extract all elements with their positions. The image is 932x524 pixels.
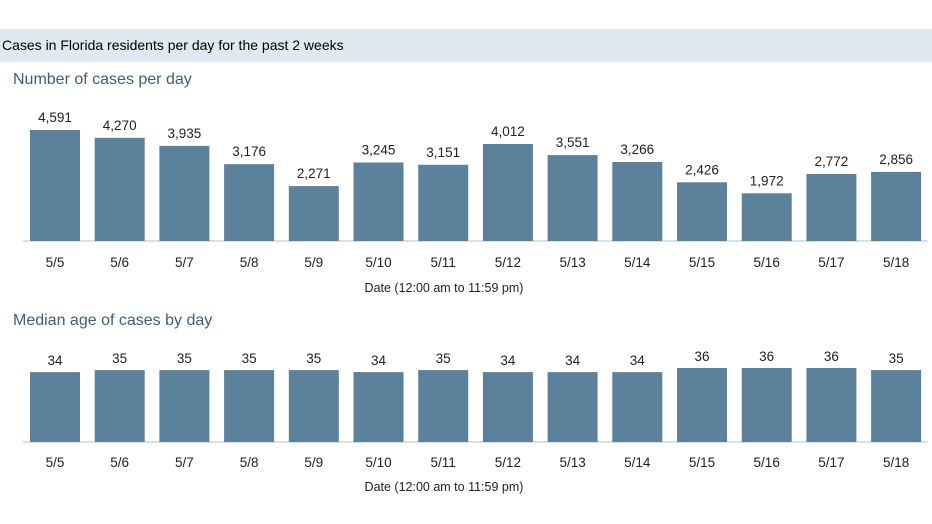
median-age-x-tick-label: 5/16	[754, 455, 780, 470]
cases-data-label: 4,012	[491, 124, 525, 139]
cases-data-label: 4,270	[103, 118, 137, 133]
chart-title-cases: Number of cases per day	[13, 71, 192, 88]
cases-x-tick-label: 5/6	[110, 255, 129, 270]
median-age-bar	[482, 372, 533, 442]
cases-x-tick-label: 5/9	[304, 255, 323, 270]
median-age-x-tick-label: 5/6	[110, 455, 129, 470]
median-age-x-tick-label: 5/11	[431, 455, 456, 470]
cases-x-tick-label: 5/18	[883, 255, 909, 270]
median-age-bar	[677, 368, 727, 442]
cases-x-tick-label: 5/10	[365, 255, 391, 270]
median-age-bar	[806, 368, 857, 442]
cases-data-label: 3,245	[362, 143, 396, 158]
cases-x-tick-label: 5/7	[175, 255, 194, 270]
median-age-x-axis-label: Date (12:00 am to 11:59 pm)	[365, 480, 524, 494]
cases-x-tick-label: 5/13	[559, 255, 585, 270]
median-age-x-tick-label: 5/17	[818, 455, 844, 470]
median-age-data-label: 35	[306, 351, 321, 366]
cases-data-label: 2,856	[879, 152, 913, 167]
median-age-bar	[418, 370, 469, 442]
median-age-bar	[288, 370, 339, 442]
cases-data-label: 1,972	[750, 173, 784, 188]
cases-bar	[677, 182, 727, 241]
cases-data-label: 2,271	[297, 166, 331, 181]
cases-x-tick-label: 5/16	[754, 255, 780, 270]
median-age-data-label: 36	[694, 349, 709, 364]
median-age-data-label: 36	[824, 349, 839, 364]
cases-data-label: 2,772	[815, 154, 849, 169]
median-age-bar	[94, 370, 145, 442]
median-age-data-label: 35	[436, 351, 451, 366]
cases-x-tick-label: 5/11	[431, 255, 456, 270]
cases-bar	[30, 130, 80, 241]
cases-x-tick-label: 5/15	[689, 255, 715, 270]
median-age-x-tick-label: 5/7	[175, 455, 194, 470]
cases-data-label: 2,426	[685, 162, 719, 177]
cases-data-label: 3,176	[232, 144, 266, 159]
cases-bar	[741, 193, 792, 241]
median-age-bar	[30, 372, 80, 442]
median-age-x-tick-label: 5/8	[240, 455, 259, 470]
median-age-data-label: 34	[565, 353, 581, 368]
cases-x-tick-label: 5/14	[624, 255, 651, 270]
median-age-data-label: 34	[47, 353, 63, 368]
cases-data-label: 3,935	[168, 126, 202, 141]
cases-data-label: 4,591	[38, 110, 72, 125]
cases-bar	[612, 162, 663, 241]
cases-bar	[94, 137, 145, 241]
median-age-data-label: 35	[112, 351, 127, 366]
median-age-data-label: 36	[759, 349, 774, 364]
header-bar: Cases in Florida residents per day for t…	[0, 29, 932, 62]
median-age-bar	[159, 370, 210, 442]
median-age-x-tick-label: 5/12	[495, 455, 521, 470]
cases-bar	[353, 162, 404, 241]
cases-bar	[224, 164, 275, 241]
median-age-bar	[353, 372, 404, 442]
cases-data-label: 3,551	[556, 135, 590, 150]
cases-x-tick-label: 5/17	[818, 255, 844, 270]
median-age-x-tick-label: 5/5	[46, 455, 65, 470]
median-age-data-label: 35	[242, 351, 257, 366]
median-age-bar	[547, 372, 598, 442]
median-age-x-tick-label: 5/10	[365, 455, 391, 470]
cases-data-label: 3,151	[426, 145, 460, 160]
cases-x-tick-label: 5/5	[46, 255, 65, 270]
median-age-bar	[741, 368, 792, 442]
page-title: Cases in Florida residents per day for t…	[2, 37, 344, 53]
median-age-data-label: 35	[177, 351, 192, 366]
cases-data-label: 3,266	[620, 142, 654, 157]
cases-bar	[547, 155, 598, 241]
cases-bar	[871, 171, 922, 241]
median-age-data-label: 34	[500, 353, 516, 368]
median-age-data-label: 34	[371, 353, 387, 368]
median-age-x-tick-label: 5/14	[624, 455, 651, 470]
median-age-bar	[871, 370, 922, 442]
cases-bar	[159, 145, 210, 241]
cases-x-tick-label: 5/8	[240, 255, 259, 270]
chart-title-median-age: Median age of cases by day	[13, 312, 213, 329]
cases-bar-chart: 4,591 5/5 4,270 5/6 3,935 5/7 3,176 5/8 2,271 5/9…	[23, 110, 928, 295]
median-age-x-tick-label: 5/15	[689, 455, 715, 470]
cases-bar	[418, 164, 469, 241]
median-age-x-tick-label: 5/9	[304, 455, 323, 470]
cases-x-tick-label: 5/12	[495, 255, 521, 270]
cases-bar	[288, 186, 339, 241]
median-age-bar-chart: 34 5/5 35 5/6 35 5/7 35 5/8 35 5/9 34 5/10 35 5/11 34 5…	[23, 349, 928, 494]
cases-bar	[482, 144, 533, 241]
median-age-bar	[612, 372, 663, 442]
median-age-data-label: 34	[630, 353, 646, 368]
cases-x-axis-label: Date (12:00 am to 11:59 pm)	[365, 281, 524, 295]
median-age-bar	[224, 370, 275, 442]
median-age-x-tick-label: 5/18	[883, 455, 909, 470]
median-age-data-label: 35	[889, 351, 904, 366]
cases-bar	[806, 174, 857, 241]
median-age-x-tick-label: 5/13	[559, 455, 585, 470]
